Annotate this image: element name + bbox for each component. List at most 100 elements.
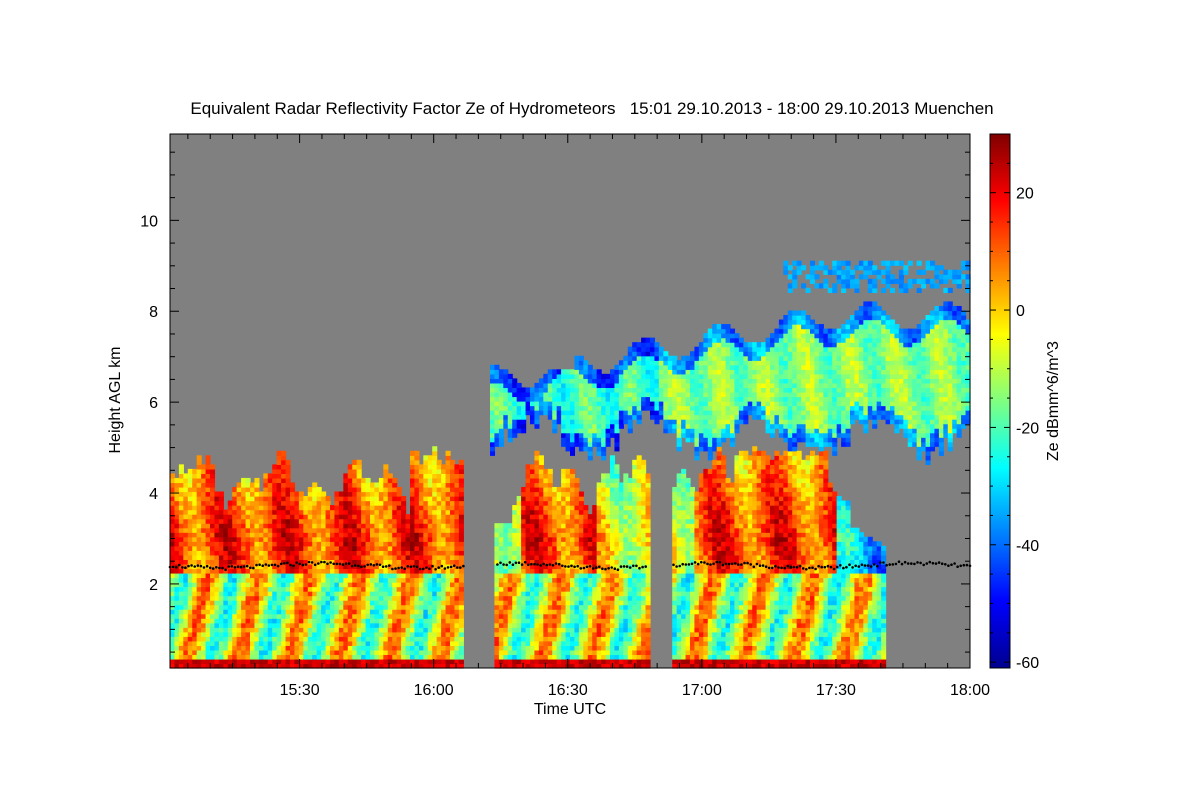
- reflectivity-cell: [632, 654, 638, 660]
- reflectivity-cell: [334, 509, 340, 515]
- reflectivity-cell: [512, 627, 518, 633]
- reflectivity-cell: [596, 640, 602, 646]
- reflectivity-cell: [494, 631, 500, 637]
- reflectivity-cell: [378, 604, 384, 610]
- reflectivity-cell: [418, 613, 424, 619]
- reflectivity-cell: [307, 640, 313, 646]
- reflectivity-cell: [205, 609, 211, 615]
- reflectivity-cell: [352, 518, 358, 524]
- reflectivity-cell: [498, 527, 504, 533]
- reflectivity-cell: [401, 509, 407, 515]
- reflectivity-cell: [676, 482, 682, 488]
- reflectivity-cell: [494, 559, 500, 565]
- reflectivity-cell: [458, 572, 464, 579]
- reflectivity-cell: [187, 527, 193, 533]
- reflectivity-cell: [418, 536, 424, 542]
- reflectivity-cell: [201, 640, 207, 646]
- reflectivity-cell: [587, 582, 593, 588]
- reflectivity-cell: [570, 473, 576, 479]
- reflectivity-cell: [561, 410, 567, 416]
- reflectivity-cell: [290, 577, 296, 583]
- reflectivity-cell: [605, 423, 611, 429]
- reflectivity-cell: [307, 613, 313, 619]
- reflectivity-cell: [561, 514, 567, 520]
- reflectivity-cell: [605, 432, 611, 438]
- reflectivity-cell: [303, 572, 309, 579]
- reflectivity-cell: [410, 500, 416, 506]
- reflectivity-cell: [236, 527, 242, 533]
- reflectivity-cell: [343, 482, 349, 488]
- reflectivity-cell: [196, 591, 202, 597]
- reflectivity-cell: [667, 391, 673, 398]
- reflectivity-cell: [587, 554, 593, 560]
- reflectivity-cell: [490, 450, 496, 456]
- reflectivity-cell: [414, 627, 420, 633]
- reflectivity-cell: [458, 631, 464, 637]
- reflectivity-cell: [383, 500, 389, 506]
- reflectivity-cell: [525, 636, 531, 642]
- reflectivity-cell: [330, 631, 336, 637]
- reflectivity-cell: [583, 396, 589, 402]
- reflectivity-cell: [236, 613, 242, 619]
- reflectivity-cell: [276, 609, 282, 615]
- reflectivity-cell: [601, 446, 607, 452]
- reflectivity-cell: [170, 491, 176, 497]
- reflectivity-cell: [458, 527, 464, 533]
- reflectivity-cell: [227, 649, 233, 656]
- reflectivity-cell: [427, 464, 433, 470]
- reflectivity-cell: [201, 473, 207, 479]
- reflectivity-cell: [583, 410, 589, 416]
- reflectivity-cell: [356, 613, 362, 619]
- reflectivity-cell: [432, 482, 438, 488]
- reflectivity-cell: [632, 396, 638, 402]
- reflectivity-cell: [258, 622, 264, 628]
- reflectivity-cell: [352, 486, 358, 493]
- reflectivity-cell: [241, 631, 247, 637]
- reflectivity-cell: [290, 505, 296, 511]
- reflectivity-cell: [418, 491, 424, 497]
- reflectivity-cell: [316, 496, 322, 502]
- reflectivity-cell: [250, 654, 256, 660]
- reflectivity-cell: [210, 486, 216, 493]
- reflectivity-cell: [245, 631, 251, 637]
- reflectivity-cell: [321, 554, 327, 560]
- reflectivity-cell: [547, 618, 553, 624]
- reflectivity-cell: [658, 414, 664, 420]
- reflectivity-cell: [418, 591, 424, 597]
- reflectivity-cell: [445, 536, 451, 542]
- reflectivity-cell: [441, 473, 447, 479]
- reflectivity-cell: [570, 482, 576, 488]
- reflectivity-cell: [227, 627, 233, 633]
- reflectivity-cell: [307, 554, 313, 560]
- reflectivity-cell: [245, 577, 251, 583]
- reflectivity-cell: [267, 663, 273, 669]
- reflectivity-cell: [574, 491, 580, 497]
- reflectivity-cell: [334, 563, 340, 570]
- reflectivity-cell: [583, 609, 589, 615]
- reflectivity-cell: [174, 505, 180, 511]
- reflectivity-cell: [352, 636, 358, 642]
- reflectivity-cell: [498, 428, 504, 434]
- reflectivity-cell: [236, 572, 242, 579]
- reflectivity-cell: [378, 636, 384, 642]
- reflectivity-cell: [321, 586, 327, 592]
- reflectivity-cell: [512, 382, 518, 389]
- reflectivity-cell: [281, 568, 287, 574]
- reflectivity-cell: [223, 595, 229, 601]
- reflectivity-cell: [298, 577, 304, 583]
- reflectivity-cell: [272, 559, 278, 565]
- reflectivity-cell: [538, 645, 544, 651]
- reflectivity-cell: [663, 396, 669, 402]
- reflectivity-cell: [570, 609, 576, 615]
- reflectivity-cell: [570, 405, 576, 411]
- reflectivity-cell: [232, 536, 238, 542]
- reflectivity-cell: [423, 613, 429, 619]
- reflectivity-cell: [307, 649, 313, 656]
- reflectivity-cell: [632, 468, 638, 475]
- reflectivity-cell: [285, 572, 291, 579]
- reflectivity-cell: [227, 572, 233, 579]
- reflectivity-cell: [601, 401, 607, 407]
- reflectivity-cell: [281, 559, 287, 565]
- reflectivity-cell: [272, 636, 278, 642]
- reflectivity-cell: [423, 577, 429, 583]
